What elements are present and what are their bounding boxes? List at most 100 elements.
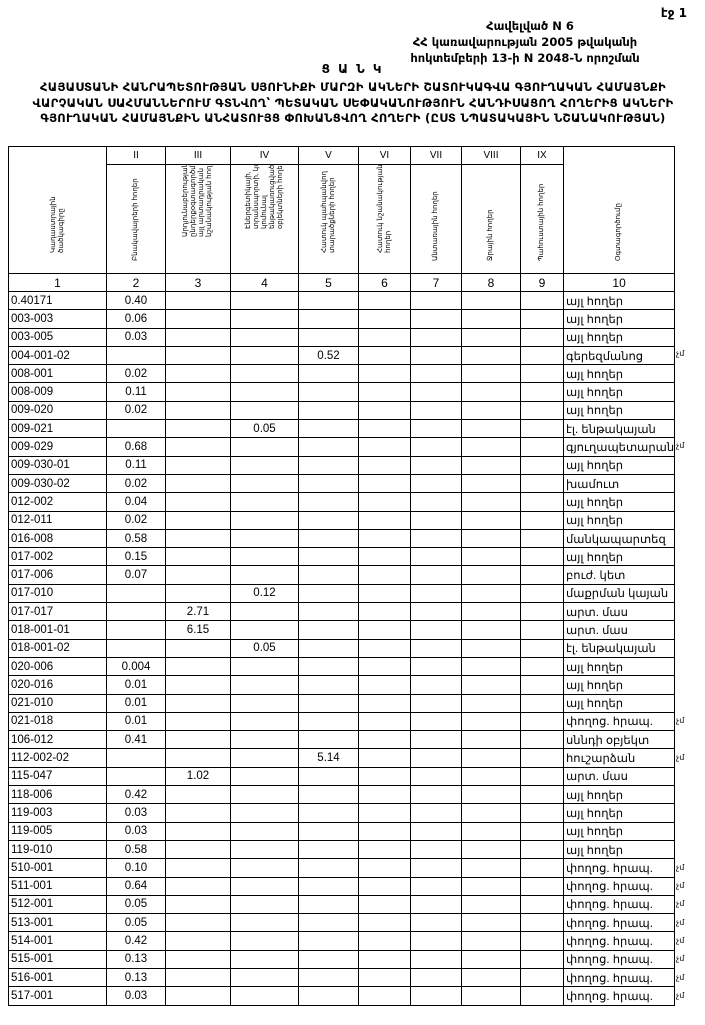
margin-mark [676, 767, 704, 785]
area-cell: 0.01 [106, 693, 166, 713]
cadastral-code-cell: 017-017 [8, 602, 107, 622]
area-cell [520, 455, 564, 475]
table-row: 009-029 0.68 գյուղապետարան [8, 437, 676, 457]
area-cell [358, 656, 411, 677]
area-cell [410, 345, 462, 366]
area-cell [358, 528, 411, 549]
area-cell: 0.10 [106, 858, 166, 878]
area-cell [165, 510, 231, 530]
area-cell [230, 345, 299, 366]
table-row: 004-001-02 0.52 գերեզմանոց [8, 345, 676, 366]
margin-mark [676, 840, 704, 858]
cadastral-code-cell: 514-001 [8, 931, 107, 951]
area-cell [298, 876, 359, 896]
area-cell [165, 437, 231, 457]
area-cell [358, 309, 411, 329]
area-cell [358, 327, 411, 347]
area-cell [298, 711, 359, 732]
column-roman-numeral: V [298, 146, 359, 165]
area-cell [165, 400, 231, 421]
column-number: 9 [520, 273, 564, 292]
area-cell [230, 748, 299, 768]
area-cell [230, 949, 299, 969]
cadastral-code-cell: 009-020 [8, 400, 107, 421]
area-cell [230, 785, 299, 805]
area-cell [358, 382, 411, 402]
table-row: 511-001 0.64 փողոց. հրապ. [8, 876, 676, 896]
margin-mark: չմ [676, 715, 685, 725]
usage-cell: արտ. մաս [562, 620, 676, 640]
area-cell: 0.42 [106, 931, 166, 951]
usage-cell: արտ. մաս [562, 602, 676, 622]
area-cell [410, 583, 462, 604]
cadastral-code-cell: 018-001-01 [8, 620, 107, 640]
area-cell [230, 839, 299, 860]
cadastral-code-cell: 017-006 [8, 565, 107, 585]
column-roman-numeral: IV [230, 146, 299, 165]
area-cell [520, 309, 564, 329]
area-cell [106, 748, 166, 768]
area-cell [358, 675, 411, 695]
area-cell: 0.13 [106, 949, 166, 969]
area-cell [165, 748, 231, 768]
area-cell [358, 766, 411, 787]
area-cell [520, 967, 564, 988]
area-cell [461, 364, 521, 384]
column-header-label: Արդյունաբերության, ընդերքօգտագործման և ա… [182, 164, 213, 238]
column-roman-numeral: II [106, 146, 166, 165]
area-cell [410, 547, 462, 567]
cadastral-code-cell: 512-001 [8, 894, 107, 915]
cadastral-code-cell: 017-002 [8, 547, 107, 567]
column-header: Օգտագործումը [562, 146, 676, 274]
usage-cell: փողոց. հրապ. [562, 949, 676, 969]
area-cell [165, 364, 231, 384]
area-cell [298, 455, 359, 475]
area-cell [520, 894, 564, 915]
area-cell [358, 839, 411, 860]
area-cell [410, 858, 462, 878]
area-cell [461, 528, 521, 549]
cadastral-code-cell: 119-005 [8, 821, 107, 841]
table-row: 009-030-02 0.02 խամուտ [8, 473, 676, 494]
margin-mark [676, 565, 704, 583]
area-cell [358, 913, 411, 933]
area-cell [461, 437, 521, 457]
area-cell: 0.15 [106, 547, 166, 567]
area-cell [410, 565, 462, 585]
area-cell: 0.03 [106, 327, 166, 347]
area-cell [461, 620, 521, 640]
margin-mark [676, 455, 704, 473]
area-cell [358, 693, 411, 713]
column-header-label: Կադաստրային ծածկագիրը [49, 196, 65, 253]
area-cell [461, 345, 521, 366]
table-row: 017-002 0.15 այլ հողեր [8, 547, 676, 567]
area-cell [165, 638, 231, 658]
cadastral-code-cell: 515-001 [8, 949, 107, 969]
area-cell: 0.12 [230, 583, 299, 604]
area-cell [520, 913, 564, 933]
area-cell [461, 510, 521, 530]
area-cell [410, 492, 462, 512]
area-cell [461, 949, 521, 969]
margin-mark [676, 657, 704, 675]
table-row: 018-001-02 0.05 էլ. ենթակայան [8, 638, 676, 658]
area-cell [106, 638, 166, 658]
cadastral-code-cell: 012-011 [8, 510, 107, 530]
area-cell [410, 711, 462, 732]
area-cell [298, 583, 359, 604]
area-cell [165, 583, 231, 604]
margin-mark [676, 694, 704, 712]
usage-cell: այլ հողեր [562, 455, 676, 475]
area-cell [106, 419, 166, 439]
area-cell [520, 839, 564, 860]
area-cell [165, 309, 231, 329]
area-cell [410, 967, 462, 988]
area-cell [298, 309, 359, 329]
usage-cell: էլ. ենթակայան [562, 419, 676, 439]
area-cell [298, 785, 359, 805]
area-cell [520, 510, 564, 530]
area-cell: 0.42 [106, 785, 166, 805]
area-cell [358, 894, 411, 915]
usage-cell: այլ հողեր [562, 309, 676, 329]
area-cell [298, 602, 359, 622]
